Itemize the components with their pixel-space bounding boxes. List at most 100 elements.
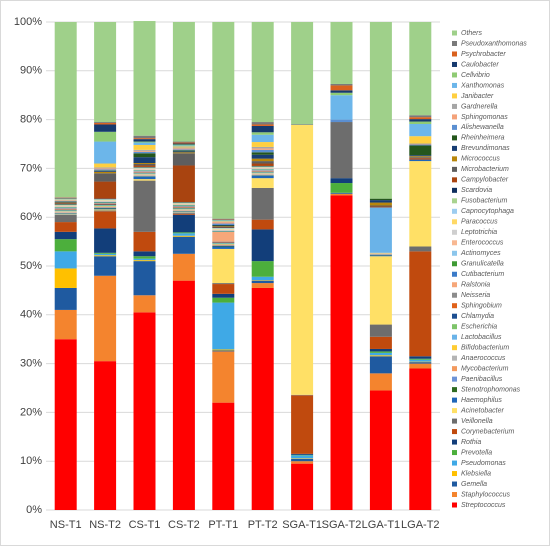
bar-segment [172, 147, 195, 149]
legend-swatch [452, 450, 457, 456]
y-tick-label: 60% [20, 211, 42, 223]
legend-label: Janibacter [460, 93, 494, 100]
bar-segment [409, 157, 432, 159]
legend-swatch [452, 481, 457, 487]
bar-segment [330, 178, 353, 184]
legend-label: Xanthomonas [460, 82, 505, 89]
bar-segment [212, 223, 235, 226]
bar-segment [94, 131, 117, 142]
bar-segment [291, 461, 314, 464]
legend-swatch [452, 324, 457, 330]
legend-swatch [452, 103, 457, 109]
legend-label: Staphylococcus [461, 491, 511, 498]
bar-segment [94, 122, 117, 124]
bar-segment [409, 121, 432, 124]
legend-swatch [452, 429, 457, 435]
legend-swatch [452, 198, 457, 204]
legend-label: Alishewanella [460, 124, 504, 131]
bar-segment [172, 165, 195, 203]
legend-swatch [452, 313, 457, 319]
legend-swatch [452, 177, 457, 183]
legend-swatch [452, 492, 457, 498]
bar-segment [291, 453, 314, 455]
bar-segment [330, 195, 353, 511]
legend-label: Lactobacillus [461, 334, 502, 341]
bar-segment [212, 349, 235, 351]
bar-segment [369, 336, 392, 349]
legend-swatch [452, 208, 457, 214]
bar-segment [291, 395, 314, 454]
y-tick-label: 10% [20, 455, 42, 467]
bar-segment [133, 150, 156, 152]
legend-swatch [452, 282, 457, 288]
bar-segment [133, 138, 156, 140]
bar-segment [172, 142, 195, 144]
bar-segment [251, 22, 274, 123]
legend-label: Cellvibrio [461, 72, 490, 79]
bar-segment [330, 183, 353, 193]
legend-label: Streptococcus [461, 502, 506, 509]
bar-segment [54, 222, 77, 232]
bar-segment [251, 152, 274, 155]
bar-segment [409, 362, 432, 364]
bar-segment [172, 280, 195, 510]
bar-segment [133, 163, 156, 165]
y-tick-label: 30% [20, 358, 42, 370]
bar-segment [172, 144, 195, 146]
legend-swatch [452, 229, 457, 235]
x-tick-label: CS-T1 [129, 519, 161, 531]
bar-segment [94, 210, 117, 212]
bar-segment [369, 207, 392, 253]
bar-segment [291, 458, 314, 462]
bar-segment [94, 208, 117, 210]
bar-segment [212, 293, 235, 298]
legend-label: Rheinheimera [461, 135, 505, 142]
legend-swatch [452, 240, 457, 246]
legend-label: Klebsiella [461, 470, 491, 477]
bar-segment [133, 176, 156, 180]
legend-label: Microbacterium [461, 166, 509, 173]
x-tick-label: NS-T2 [89, 519, 121, 531]
bar-segment [251, 161, 274, 164]
bar-segment [251, 132, 274, 135]
legend-swatch [452, 72, 457, 78]
bar-segment [369, 202, 392, 206]
bar-segment [212, 350, 235, 352]
bar-segment [94, 141, 117, 164]
bar-segment [94, 275, 117, 362]
bar-segment [94, 253, 117, 256]
bar-segment [94, 255, 117, 257]
bar-segment [94, 173, 117, 182]
bar-segment [94, 168, 117, 170]
bar-segment [172, 150, 195, 152]
bar-segment [54, 22, 77, 198]
legend-label: Rothia [461, 439, 481, 446]
bar-segment [172, 151, 195, 153]
y-tick-label: 50% [20, 260, 42, 272]
bar-segment [133, 179, 156, 181]
bar-segment [94, 361, 117, 510]
bar-segment [212, 283, 235, 285]
bar-segment [212, 231, 235, 242]
x-tick-label: NS-T1 [50, 519, 82, 531]
bar-segment [251, 158, 274, 162]
legend-label: Caulobacter [461, 61, 499, 68]
bar-segment [409, 359, 432, 362]
bar-segment [409, 363, 432, 369]
legend-label: Scardovia [461, 187, 492, 194]
legend-swatch [452, 334, 457, 340]
bar-segment [251, 163, 274, 166]
legend-swatch [452, 418, 457, 424]
bar-segment [172, 236, 195, 254]
legend-label: Leptotrichia [461, 229, 497, 236]
bar-segment [54, 309, 77, 340]
bar-segment [133, 256, 156, 259]
bar-segment [94, 171, 117, 174]
bar-segment [172, 212, 195, 214]
legend-swatch [452, 93, 457, 99]
bar-segment [369, 200, 392, 203]
bar-segment [369, 256, 392, 325]
bar-segment [212, 246, 235, 249]
bar-segment [94, 124, 117, 132]
y-tick-label: 80% [20, 114, 42, 126]
